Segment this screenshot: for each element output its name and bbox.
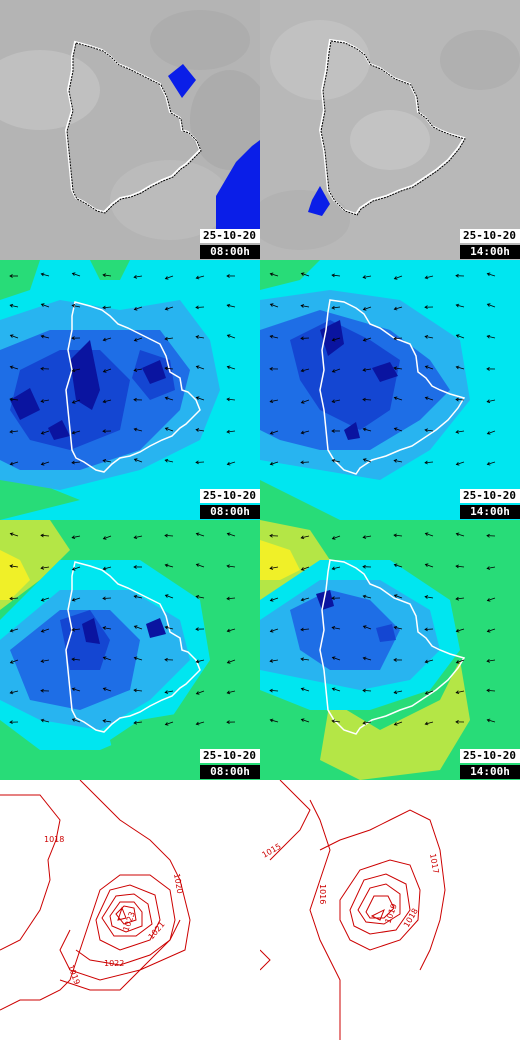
island-coastline [319, 299, 466, 475]
isobars [0, 780, 191, 1011]
wind-arrows [269, 272, 496, 466]
date-label: 25-10-20 [200, 229, 260, 243]
wind-field-map-1400: 25-10-20 14:00h [260, 260, 520, 520]
date-label: 25-10-20 [200, 749, 260, 763]
isobar-label: 1022 [104, 959, 124, 968]
field-map-canvas [260, 520, 520, 780]
rain-cell [168, 64, 196, 98]
time-label: 14:00h [460, 245, 520, 259]
time-label: 14:00h [460, 765, 520, 779]
rain-cell [308, 186, 330, 216]
time-label: 08:00h [200, 505, 260, 519]
field-map-canvas [0, 520, 260, 780]
isobar-label: 1016 [318, 884, 327, 904]
timestamp: 25-10-20 14:00h [460, 489, 520, 519]
isobar-label: 1020 [172, 873, 184, 895]
precipitation-map-canvas [0, 0, 260, 260]
island-coastline [65, 301, 201, 473]
isobars [260, 780, 446, 1040]
wind-field-map-0800: 25-10-20 08:00h [0, 260, 260, 520]
date-label: 25-10-20 [460, 229, 520, 243]
isobar-canvas: 1015 1016 1017 1018 1019 [260, 780, 520, 1040]
pressure-isobar-map-1400: 1015 1016 1017 1018 1019 [260, 780, 520, 1040]
timestamp: 25-10-20 08:00h [200, 749, 260, 779]
wind-field-canvas [260, 260, 520, 520]
date-label: 25-10-20 [460, 749, 520, 763]
island-coastline [65, 561, 201, 733]
time-label: 08:00h [200, 245, 260, 259]
date-label: 25-10-20 [460, 489, 520, 503]
field-map-1400: 25-10-20 14:00h [260, 520, 520, 780]
isobar-label: 1018 [44, 835, 64, 844]
precipitation-map-1400: 25-10-20 14:00h [260, 0, 520, 260]
isobar-canvas: 1018 1020 1021 1022 1023 1019 [0, 780, 260, 1040]
timestamp: 25-10-20 08:00h [200, 489, 260, 519]
timestamp: 25-10-20 14:00h [460, 229, 520, 259]
timestamp: 25-10-20 14:00h [460, 749, 520, 779]
field-map-0800: 25-10-20 08:00h [0, 520, 260, 780]
wind-arrows [269, 532, 496, 726]
wind-arrows [9, 532, 236, 726]
wind-arrows [9, 272, 236, 466]
precipitation-map-canvas [260, 0, 520, 260]
island-coastline [319, 559, 466, 735]
pressure-isobar-map-0800: 1018 1020 1021 1022 1023 1019 [0, 780, 260, 1040]
island-coastline [64, 40, 202, 214]
wind-field-canvas [0, 260, 260, 520]
rain-cell [216, 140, 260, 230]
time-label: 08:00h [200, 765, 260, 779]
timestamp: 25-10-20 08:00h [200, 229, 260, 259]
precipitation-map-0800: 25-10-20 08:00h [0, 0, 260, 260]
time-label: 14:00h [460, 505, 520, 519]
isobar-label: 1017 [428, 853, 440, 875]
date-label: 25-10-20 [200, 489, 260, 503]
